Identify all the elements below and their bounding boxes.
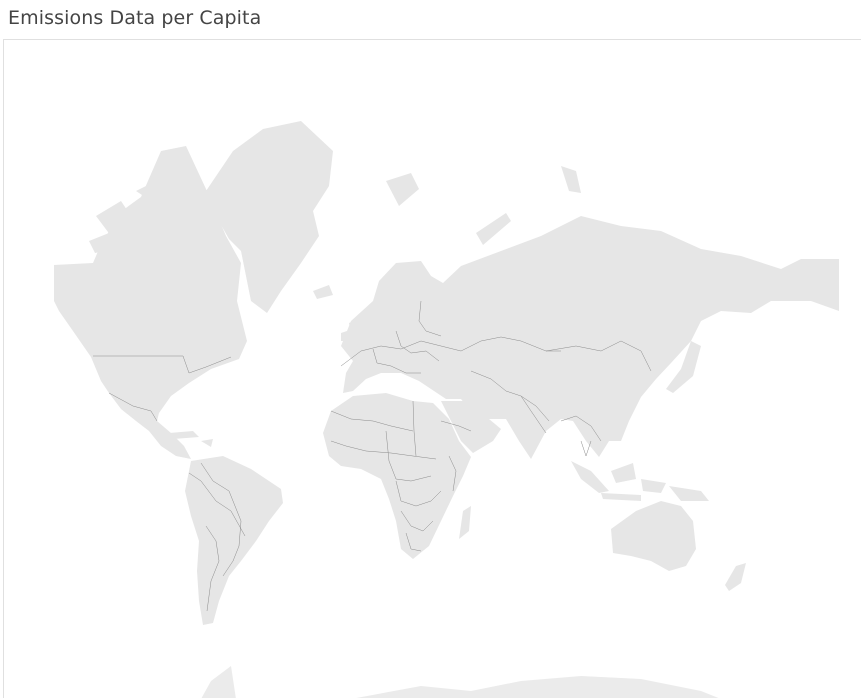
landmass-antarctica: [201, 666, 719, 698]
landmass-iceland: [313, 285, 333, 299]
landmass-south-america: [185, 456, 283, 625]
landmass-arctic-islands: [89, 176, 176, 253]
landmass-eurasia: [341, 216, 839, 459]
world-map[interactable]: [3, 39, 861, 698]
landmass-greenland: [206, 121, 333, 313]
world-map-svg: [54, 121, 839, 698]
landmass-madagascar: [459, 506, 471, 539]
landmass-africa: [323, 393, 471, 559]
landmass-north-america: [54, 146, 247, 459]
landmass-japan: [666, 341, 701, 393]
landmass-australia: [611, 501, 696, 571]
landmass-new-zealand: [725, 563, 746, 591]
landmass-caribbean: [169, 431, 213, 447]
landmass-southeast-asia-islands: [571, 461, 709, 501]
landmass-britain: [341, 319, 363, 347]
landmass-arctic-eurasia: [386, 166, 581, 245]
chart-title: Emissions Data per Capita: [8, 7, 262, 29]
country-borders: [93, 300, 652, 612]
landmass-arabia: [441, 401, 501, 453]
